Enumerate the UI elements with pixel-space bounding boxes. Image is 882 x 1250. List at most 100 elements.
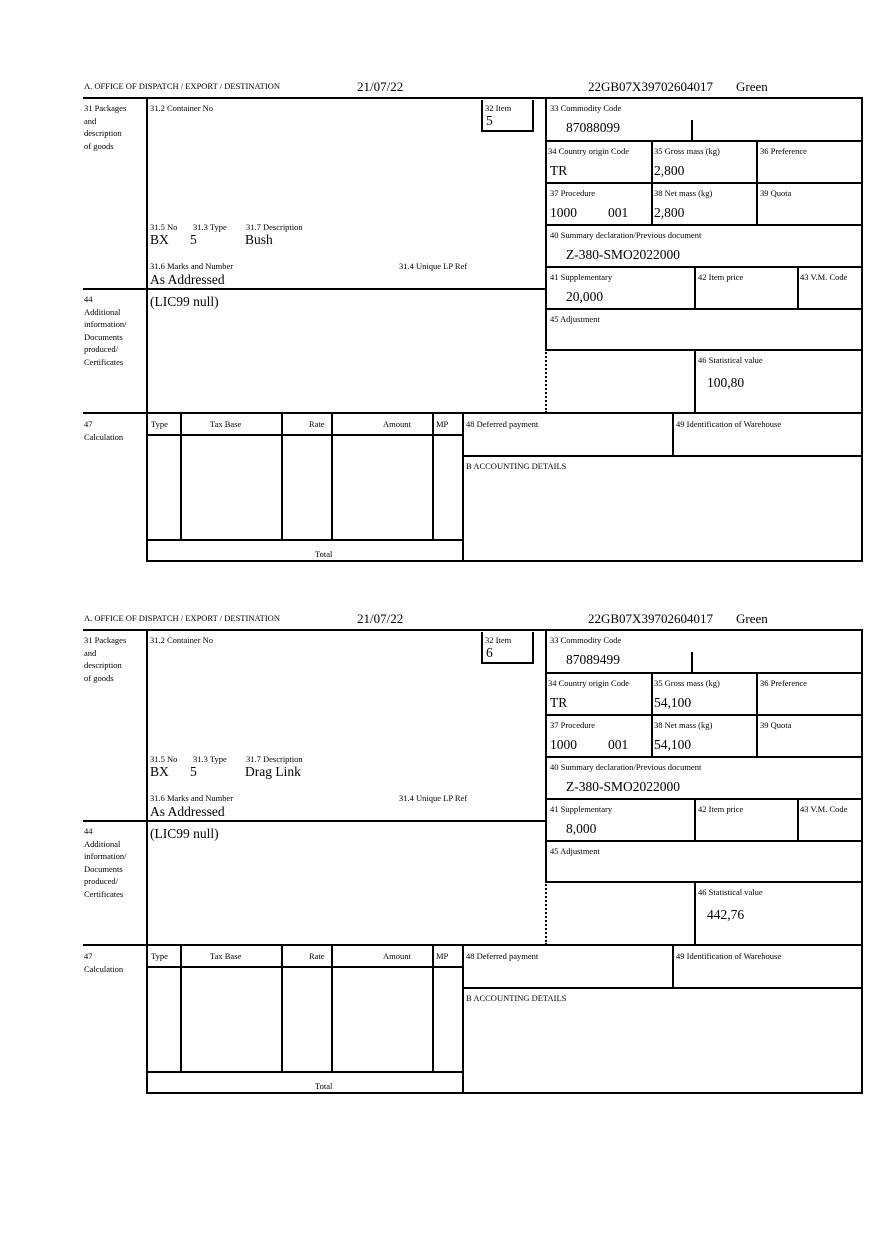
quota-label: 39 Quota — [760, 720, 792, 730]
description-label: 31.7 Description — [246, 754, 303, 764]
office-label: A. OFFICE OF DISPATCH / EXPORT / DESTINA… — [84, 81, 280, 91]
summary-declaration-value: Z-380-SMO2022000 — [566, 247, 680, 262]
additional-info-label: information/ — [84, 851, 127, 861]
rule-line — [331, 412, 333, 540]
office-label: A. OFFICE OF DISPATCH / EXPORT / DESTINA… — [84, 613, 280, 623]
rule-line — [545, 672, 862, 674]
calc-header-0: Type — [151, 951, 168, 961]
rule-line — [83, 820, 546, 822]
calculation-label: Calculation — [84, 963, 124, 974]
calc-header-2: Rate — [309, 951, 325, 961]
container-no-label: 31.2 Container No — [150, 635, 214, 645]
calc-header-4: MP — [436, 951, 449, 961]
summary-declaration-label: 40 Summary declaration/Previous document — [550, 230, 702, 240]
type-label: 31.3 Type — [193, 754, 227, 764]
packages-label: and — [84, 115, 97, 126]
rule-line — [180, 412, 182, 540]
marks-value: As Addressed — [150, 272, 225, 287]
additional-info-value: (LIC99 null) — [150, 826, 219, 841]
procedure-code-value: 001 — [608, 205, 629, 220]
additional-info-label: information/ — [84, 319, 127, 329]
rule-line — [481, 130, 534, 132]
gross-mass-value: 2,800 — [654, 163, 685, 178]
calculation-label: Calculation — [84, 431, 124, 442]
country-origin-value: TR — [550, 695, 568, 710]
rule-line — [281, 944, 283, 1072]
supplementary-value: 20,000 — [566, 289, 604, 304]
rule-line — [756, 140, 758, 225]
rule-line — [545, 840, 862, 842]
rule-line — [545, 308, 862, 310]
packages-label: and — [84, 647, 97, 658]
calc-header-4: MP — [436, 419, 449, 429]
rule-line — [481, 662, 534, 664]
item-label: 32 Item — [485, 635, 512, 645]
rule-line — [694, 881, 696, 945]
unique-lp-ref-label: 31.4 Unique LP Ref — [399, 793, 468, 803]
rule-line — [691, 652, 693, 673]
statistical-value-label: 46 Statistical value — [698, 887, 763, 897]
deferred-payment-label: 48 Deferred payment — [466, 419, 539, 429]
container-no-label: 31.2 Container No — [150, 103, 214, 113]
rule-line — [146, 629, 148, 1094]
rule-line — [462, 455, 862, 457]
deferred-payment-label: 48 Deferred payment — [466, 951, 539, 961]
type-value: 5 — [190, 232, 197, 247]
date-value: 21/07/22 — [357, 79, 404, 94]
country-origin-value: TR — [550, 163, 568, 178]
calc-header-2: Rate — [309, 419, 325, 429]
procedure-label: 37 Procedure — [550, 188, 596, 198]
additional-info-label: Certificates — [84, 888, 124, 899]
marks-label: 31.6 Marks and Number — [150, 261, 234, 271]
reference-number: 22GB07X39702604017 — [588, 611, 713, 626]
rule-line — [146, 539, 462, 541]
commodity-code-value: 87088099 — [566, 120, 620, 135]
item-value: 5 — [486, 113, 493, 128]
item-value: 6 — [486, 645, 493, 660]
rule-line — [545, 756, 862, 758]
no-label: 31.5 No — [150, 754, 178, 764]
date-value: 21/07/22 — [357, 611, 404, 626]
net-mass-value: 54,100 — [654, 737, 692, 752]
rule-line — [180, 944, 182, 1072]
rule-line — [756, 672, 758, 757]
declaration-item-block: A. OFFICE OF DISPATCH / EXPORT / DESTINA… — [0, 0, 882, 562]
rule-line — [146, 560, 863, 562]
rule-line — [462, 539, 464, 561]
rule-line — [462, 987, 862, 989]
packages-label: description — [84, 128, 122, 138]
rule-line — [83, 944, 863, 946]
procedure-value: 1000 — [550, 737, 577, 752]
gross-mass-label: 35 Gross mass (kg) — [654, 146, 720, 156]
commodity-code-value: 87089499 — [566, 652, 620, 667]
description-value: Bush — [245, 232, 273, 247]
rule-line — [545, 881, 862, 883]
additional-info-label: Documents — [84, 331, 123, 342]
packages-label: description — [84, 660, 122, 670]
rule-line — [651, 672, 653, 757]
status-value: Green — [736, 79, 768, 94]
packages-label: of goods — [84, 140, 114, 151]
supplementary-label: 41 Supplementary — [550, 272, 613, 282]
preference-label: 36 Preference — [760, 146, 807, 156]
packages-label: 31 Packages — [84, 635, 127, 645]
rule-line — [694, 349, 696, 413]
type-value: 5 — [190, 764, 197, 779]
rule-line — [462, 412, 464, 540]
rule-line — [83, 412, 863, 414]
item-price-label: 42 Item price — [698, 804, 744, 814]
additional-info-value: (LIC99 null) — [150, 294, 219, 309]
additional-info-label: produced/ — [84, 344, 118, 354]
rule-line — [281, 412, 283, 540]
calc-header-1: Tax Base — [210, 419, 242, 429]
calc-header-1: Tax Base — [210, 951, 242, 961]
additional-info-label: Documents — [84, 863, 123, 874]
type-label: 31.3 Type — [193, 222, 227, 232]
rule-line — [146, 966, 462, 968]
rule-line — [146, 1071, 462, 1073]
packages-label: 31 Packages — [84, 103, 127, 113]
rule-line — [481, 632, 483, 663]
marks-value: As Addressed — [150, 804, 225, 819]
rule-line — [146, 1092, 863, 1094]
statistical-value-value: 442,76 — [707, 907, 745, 922]
